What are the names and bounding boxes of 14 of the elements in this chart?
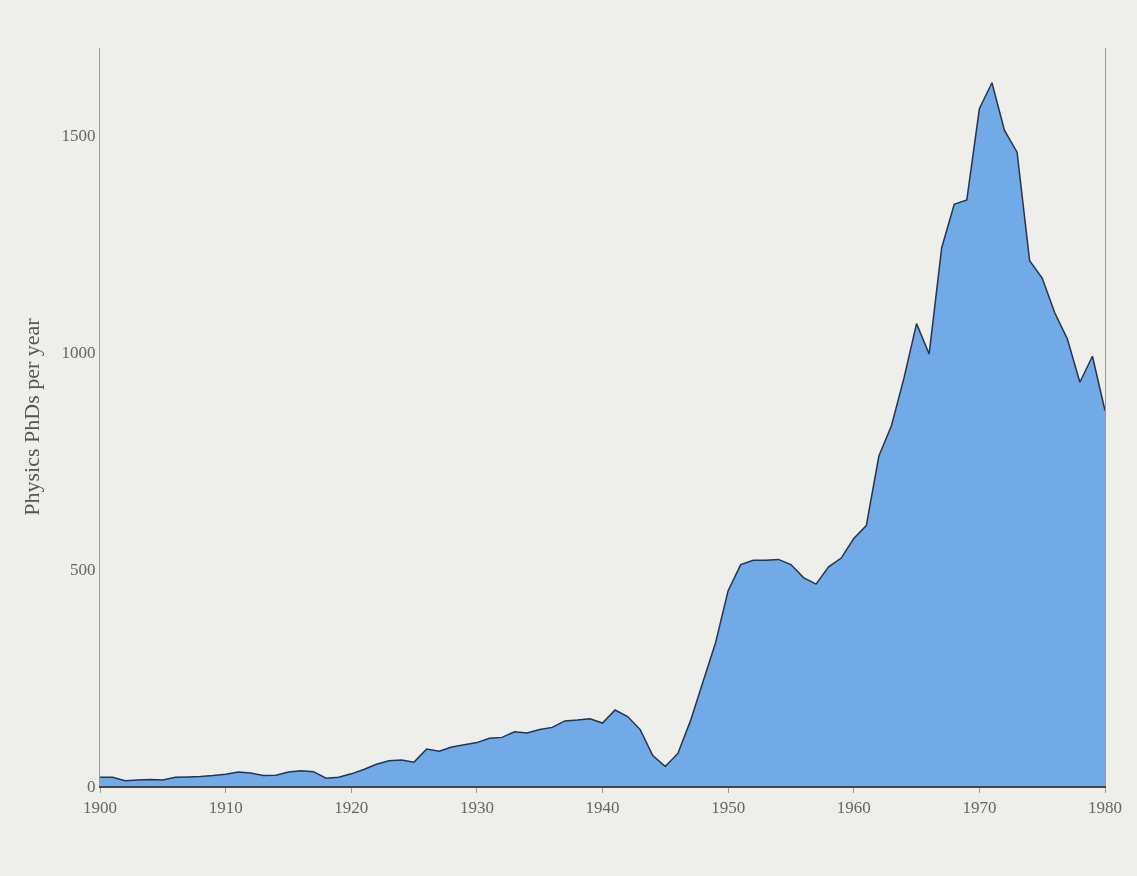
y-tick-label: 1000 <box>61 342 96 362</box>
x-tick-label: 1930 <box>459 798 494 818</box>
x-tick-label: 1950 <box>711 798 746 818</box>
y-axis-title: Physics PhDs per year <box>19 317 45 516</box>
x-tick-label: 1970 <box>962 798 997 818</box>
y-tick-label: 0 <box>87 776 96 796</box>
x-tick-label: 1920 <box>334 798 369 818</box>
x-tick-label: 1940 <box>585 798 620 818</box>
x-tick-label: 1980 <box>1088 798 1122 818</box>
x-tick-label: 1900 <box>83 798 117 818</box>
x-tick-label: 1910 <box>208 798 243 818</box>
x-tick-label: 1960 <box>836 798 871 818</box>
y-tick-label: 1500 <box>61 125 96 145</box>
y-tick-label: 500 <box>70 559 96 579</box>
